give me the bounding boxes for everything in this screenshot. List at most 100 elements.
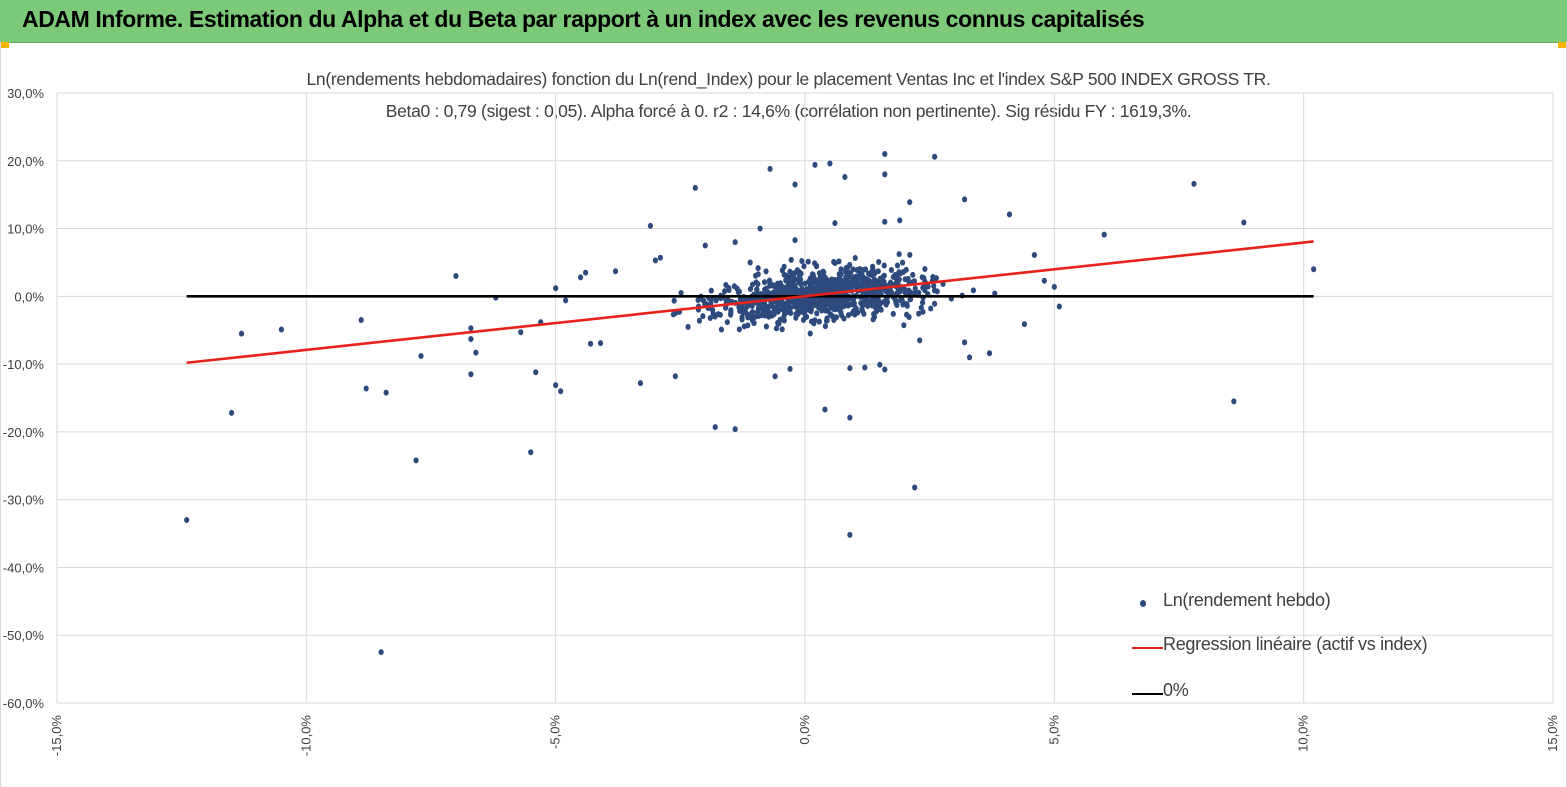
data-point (722, 288, 728, 295)
data-point (812, 317, 818, 324)
data-point (1241, 219, 1247, 226)
data-point (1311, 266, 1317, 273)
data-point (834, 285, 840, 292)
data-point (781, 263, 787, 270)
data-point (736, 326, 742, 333)
data-point (1021, 321, 1028, 328)
data-point (774, 299, 780, 306)
data-point (735, 289, 741, 296)
data-point (708, 299, 714, 306)
data-point (747, 259, 753, 266)
data-point (970, 287, 977, 294)
data-point (528, 449, 534, 456)
data-point (771, 310, 777, 317)
data-point (843, 282, 850, 289)
data-point (1231, 398, 1237, 405)
data-point (871, 270, 878, 277)
data-point (912, 285, 918, 292)
data-point (808, 308, 814, 315)
data-point (807, 330, 813, 337)
data-point (850, 266, 856, 273)
data-point (866, 270, 872, 277)
data-point (672, 373, 678, 380)
data-point (700, 313, 706, 320)
data-point (756, 312, 762, 319)
data-point (637, 380, 644, 387)
data-point (763, 268, 769, 275)
data-point (787, 365, 793, 372)
data-point (773, 284, 780, 291)
data-point (907, 251, 913, 258)
data-point (1006, 211, 1013, 218)
data-point (184, 517, 190, 523)
data-point (793, 285, 799, 292)
data-point (801, 263, 807, 270)
data-point (857, 266, 863, 273)
data-point (888, 267, 894, 274)
x-tick-label: -15,0% (49, 715, 64, 757)
data-point (657, 254, 663, 261)
data-point (798, 297, 804, 304)
data-point (829, 312, 835, 319)
x-tick-label: 0,0% (797, 715, 812, 745)
data-point (788, 310, 794, 317)
data-point (882, 366, 888, 373)
y-tick-label: -40,0% (3, 560, 45, 575)
data-point (833, 314, 839, 321)
x-tick-label: -10,0% (298, 715, 313, 757)
data-point (767, 165, 773, 172)
data-point (788, 256, 794, 263)
data-point (870, 316, 876, 323)
data-point (856, 275, 862, 282)
data-point (553, 382, 559, 389)
legend-marker-zero (1132, 693, 1163, 695)
data-point (837, 274, 843, 281)
data-point (852, 306, 858, 313)
data-point (934, 288, 940, 295)
data-point (910, 271, 916, 278)
data-point (827, 160, 833, 167)
data-point (1031, 251, 1037, 258)
regression-line (186, 240, 1314, 365)
data-point (745, 322, 751, 329)
legend-label-points: Ln(rendement hebdo) (1163, 590, 1331, 610)
data-point (816, 318, 822, 325)
data-point (775, 319, 781, 326)
data-point (578, 274, 584, 281)
y-tick-label: 20,0% (7, 154, 44, 169)
data-point (774, 303, 780, 310)
data-point (767, 310, 774, 317)
data-point (922, 283, 928, 290)
chart-title: Ln(rendements hebdomadaires) fonction du… (306, 69, 1271, 89)
data-point (917, 337, 923, 344)
data-point (875, 268, 881, 275)
data-point (383, 389, 389, 396)
data-point (897, 217, 903, 224)
legend-marker-points (1140, 600, 1146, 607)
data-point (961, 196, 968, 203)
data-point (710, 310, 716, 317)
data-point (799, 258, 805, 265)
data-point (781, 311, 788, 318)
data-point (992, 290, 998, 297)
data-point (818, 299, 824, 306)
data-point (900, 268, 906, 275)
data-point (779, 299, 785, 306)
data-point (763, 323, 769, 330)
data-point (881, 273, 887, 280)
data-point (751, 320, 757, 327)
data-point (597, 340, 604, 347)
y-tick-labels: 30,0% 20,0% 10,0% 0,0% -10,0% -20,0% -30,0% -40… (3, 86, 45, 711)
data-point (861, 310, 867, 317)
data-point (838, 266, 844, 273)
data-point (803, 288, 810, 295)
data-point (846, 273, 852, 280)
data-point (563, 297, 569, 304)
data-point (920, 299, 926, 306)
legend-label-zero: 0% (1163, 680, 1189, 700)
data-point (533, 369, 539, 376)
data-point (842, 174, 848, 181)
data-point (932, 300, 938, 307)
data-point (862, 364, 868, 371)
